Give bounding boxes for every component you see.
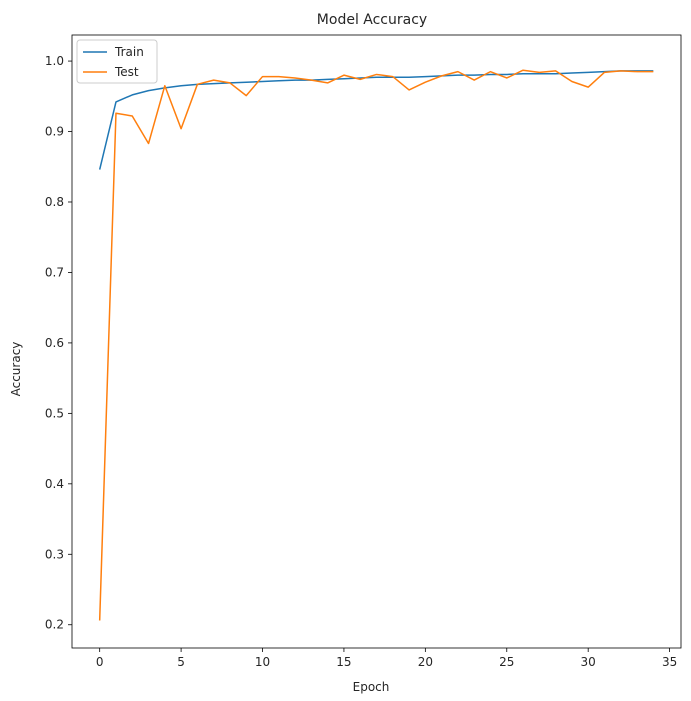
plot-frame [71, 34, 682, 649]
y-tick-label: 0.6 [45, 336, 64, 350]
y-axis-label: Accuracy [9, 342, 23, 397]
x-tick-label: 0 [96, 655, 104, 669]
y-tick-label: 0.7 [45, 265, 64, 279]
x-tick-label: 35 [662, 655, 677, 669]
x-tick-label: 25 [499, 655, 514, 669]
y-tick-label: 0.4 [45, 477, 64, 491]
series-line-test [98, 69, 654, 621]
x-tick-label: 20 [418, 655, 433, 669]
x-tick-label: 15 [336, 655, 351, 669]
legend-label-train: Train [114, 45, 144, 59]
series-line-train [98, 70, 654, 170]
legend-label-test: Test [114, 65, 139, 79]
y-tick-label: 1.0 [45, 54, 64, 68]
y-tick-label: 0.8 [45, 195, 64, 209]
x-axis-label: Epoch [353, 680, 390, 694]
y-tick-label: 0.2 [45, 618, 64, 632]
chart-title: Model Accuracy [317, 12, 427, 28]
y-tick-label: 0.5 [45, 406, 64, 420]
x-tick-label: 30 [581, 655, 596, 669]
plot-area: 0 5 10 15 20 25 30 35 0.2 0.3 0.4 0.5 0.6 0.7 0.8 0.9 1.… [45, 34, 682, 669]
x-tick-label: 10 [255, 655, 270, 669]
y-tick-label: 0.3 [45, 547, 64, 561]
y-tick-label: 0.9 [45, 125, 64, 139]
x-tick-label: 5 [177, 655, 185, 669]
